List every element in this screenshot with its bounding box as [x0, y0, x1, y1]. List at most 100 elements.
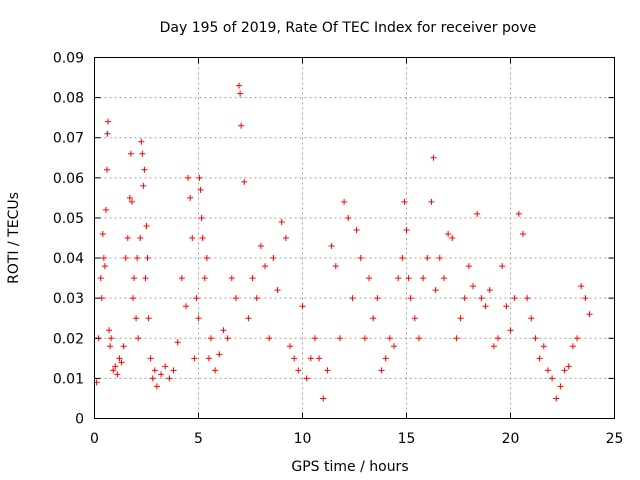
y-tick-label: 0.09	[53, 51, 84, 67]
data-point	[486, 287, 493, 294]
data-point	[395, 275, 402, 282]
data-point	[140, 182, 147, 189]
data-point	[191, 355, 198, 362]
data-point	[274, 287, 281, 294]
y-tick-label: 0.06	[53, 171, 84, 187]
data-point	[540, 343, 547, 350]
data-point	[162, 363, 169, 370]
data-point	[103, 166, 110, 173]
data-point	[378, 367, 385, 374]
data-point	[569, 343, 576, 350]
data-point	[357, 255, 364, 262]
data-point	[499, 263, 506, 270]
data-point	[144, 255, 151, 262]
data-point	[151, 367, 158, 374]
data-point	[432, 287, 439, 294]
data-point	[197, 186, 204, 193]
data-point	[549, 375, 556, 382]
data-point	[101, 263, 108, 270]
data-point	[193, 295, 200, 302]
data-point	[453, 335, 460, 342]
data-point	[237, 90, 244, 97]
data-point	[141, 166, 148, 173]
data-point	[287, 343, 294, 350]
data-point	[282, 235, 289, 241]
y-tick-labels: 0 0.01 0.02 0.03 0.04 0.05 0.06 0.07 0.08 0.09	[53, 51, 84, 428]
data-point	[212, 367, 219, 374]
data-point	[557, 383, 564, 390]
data-point	[430, 154, 437, 161]
x-tick-label: 15	[398, 431, 416, 447]
data-point	[345, 214, 352, 221]
data-point	[370, 315, 377, 322]
x-tick-label: 25	[606, 431, 624, 447]
axis-ticks	[94, 57, 615, 419]
data-point	[185, 174, 192, 181]
y-tick-label: 0.04	[53, 251, 84, 267]
data-point	[307, 355, 314, 362]
data-point	[324, 367, 331, 374]
data-point	[105, 118, 112, 125]
data-point	[336, 335, 343, 342]
data-point	[490, 343, 497, 350]
data-point	[507, 327, 514, 334]
data-point	[205, 355, 212, 362]
data-point	[278, 218, 285, 225]
data-point	[253, 295, 260, 302]
data-point	[553, 395, 560, 402]
data-point	[166, 375, 173, 382]
data-point	[139, 150, 146, 157]
data-point	[295, 367, 302, 374]
data-point	[565, 363, 572, 370]
data-point	[112, 363, 119, 370]
data-point	[198, 214, 205, 221]
data-point	[411, 315, 418, 322]
data-point	[118, 359, 125, 366]
y-tick-label: 0.08	[53, 91, 84, 107]
x-axis-label: GPS time / hours	[291, 459, 408, 475]
data-point	[266, 335, 273, 342]
data-point	[138, 138, 145, 145]
data-point	[203, 255, 210, 262]
data-point	[236, 82, 243, 89]
data-point	[532, 335, 539, 342]
data-point	[187, 194, 194, 201]
data-point	[199, 235, 206, 241]
chart-title: Day 195 of 2019, Rate Of TEC Index for r…	[160, 20, 537, 36]
data-point	[127, 150, 134, 157]
data-point	[420, 275, 427, 282]
data-point	[134, 255, 141, 262]
data-point	[116, 355, 123, 362]
data-point	[153, 383, 160, 390]
grid-lines	[94, 57, 615, 419]
data-point	[403, 226, 410, 233]
data-point	[189, 235, 196, 241]
data-point	[519, 230, 526, 237]
data-point	[332, 263, 339, 270]
data-point	[349, 295, 356, 302]
data-point	[178, 275, 185, 282]
data-point	[528, 315, 535, 322]
data-point	[129, 295, 136, 302]
data-point	[544, 367, 551, 374]
data-point	[196, 174, 203, 181]
data-point	[515, 210, 522, 217]
data-points	[93, 82, 593, 402]
data-point	[249, 275, 256, 282]
x-tick-label: 10	[294, 431, 312, 447]
data-point	[170, 367, 177, 374]
data-point	[474, 210, 481, 217]
data-point	[122, 255, 129, 262]
data-point	[97, 275, 104, 282]
data-point	[102, 206, 109, 213]
data-point	[465, 263, 472, 270]
data-point	[142, 275, 149, 282]
y-tick-label: 0.03	[53, 291, 84, 307]
data-point	[128, 198, 135, 205]
data-point	[270, 255, 277, 262]
x-tick-label: 0	[90, 431, 99, 447]
data-point	[100, 255, 107, 262]
data-point	[257, 243, 264, 250]
data-point	[401, 198, 408, 205]
data-point	[232, 295, 239, 302]
